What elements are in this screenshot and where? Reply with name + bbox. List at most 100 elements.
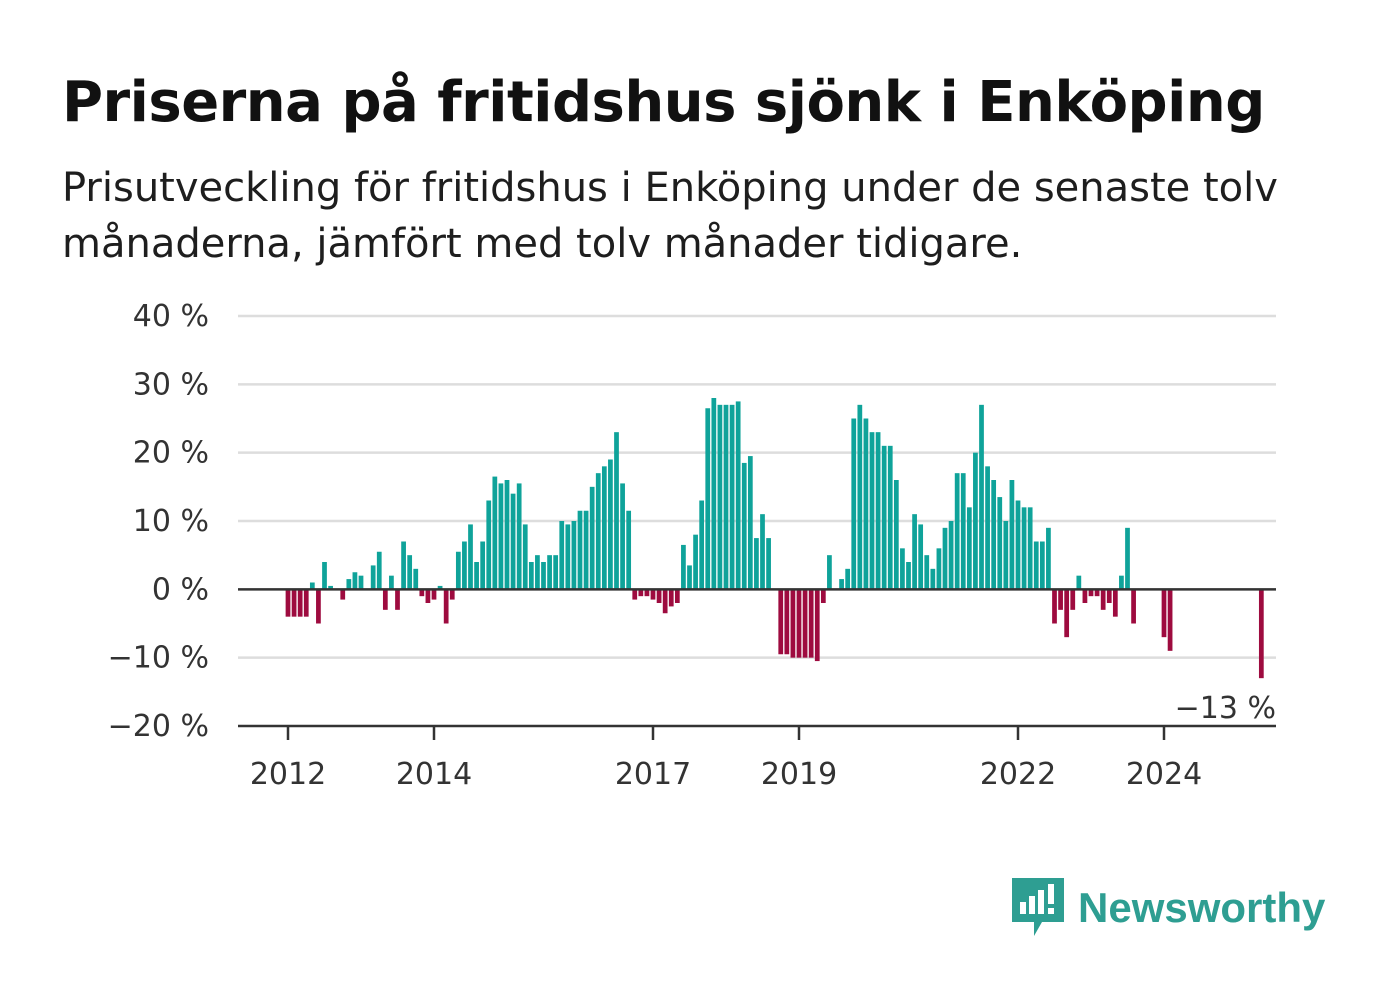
bar [492, 476, 498, 590]
x-tick-label: 2012 [250, 757, 326, 792]
bar [535, 555, 540, 590]
bar [541, 562, 546, 590]
chart-subtitle: Prisutveckling för fritidshus i Enköping… [62, 165, 1278, 267]
newsworthy-logo-icon [1012, 878, 1064, 936]
gridlines [238, 314, 1276, 659]
bar [754, 538, 759, 590]
last-value-label: −13 % [1175, 691, 1276, 726]
bar [395, 589, 400, 610]
x-tick-label: 2019 [761, 757, 837, 792]
bar [723, 404, 729, 590]
bar [1106, 589, 1112, 603]
bar [1076, 575, 1082, 590]
y-tick-label: −10 % [108, 641, 209, 676]
bar [857, 404, 863, 590]
bar [309, 582, 315, 590]
bar [960, 473, 966, 590]
bar [468, 524, 473, 590]
bar [979, 404, 984, 590]
bar [991, 480, 997, 590]
bar [735, 401, 741, 590]
bar [1021, 507, 1027, 590]
bar [425, 589, 431, 603]
bar [820, 589, 826, 603]
bar [462, 541, 467, 590]
bar [1088, 589, 1094, 597]
bar [1039, 541, 1045, 590]
bar [918, 524, 924, 590]
bar [413, 568, 419, 590]
bar [693, 534, 698, 590]
bar [358, 575, 364, 590]
chart-title: Priserna på fritidshus sjönk i Enköping [62, 70, 1265, 135]
bar [474, 562, 479, 590]
bar [1125, 527, 1130, 590]
bar [942, 527, 948, 590]
bar [1058, 589, 1063, 610]
bar [1100, 589, 1106, 610]
bar [1094, 589, 1100, 597]
bar [656, 589, 662, 603]
bar [1167, 589, 1173, 651]
bar [863, 418, 869, 590]
y-tick-label: 30 % [133, 367, 209, 402]
bar [1015, 500, 1021, 590]
bar [741, 462, 747, 590]
bar [571, 521, 577, 590]
bar [449, 589, 455, 600]
brand-name: Newsworthy [1078, 884, 1326, 931]
bar [875, 432, 881, 590]
bar [328, 585, 333, 590]
y-tick-label: 20 % [133, 436, 209, 471]
bar [747, 456, 753, 590]
bar [285, 589, 291, 617]
bar [973, 452, 978, 590]
bar [522, 524, 528, 590]
bar [930, 568, 936, 590]
bar [790, 589, 796, 658]
x-tick-label: 2024 [1126, 757, 1202, 792]
bar [681, 544, 686, 590]
bar [638, 589, 644, 597]
bars [285, 398, 1264, 679]
bar [455, 551, 461, 590]
x-tick-label: 2022 [980, 757, 1056, 792]
bar [887, 445, 893, 590]
bar [504, 480, 510, 590]
bar [985, 466, 990, 590]
bar [419, 589, 425, 597]
bar [705, 408, 711, 590]
bar [1009, 480, 1015, 590]
bar [687, 565, 692, 590]
bar [480, 541, 486, 590]
bar [717, 404, 723, 590]
bar [608, 459, 613, 590]
bar [869, 432, 875, 590]
bar [851, 418, 857, 590]
bar [784, 589, 790, 655]
bar [498, 483, 504, 590]
bar [516, 483, 522, 590]
y-tick-label: −20 % [108, 709, 209, 744]
bar [370, 565, 376, 590]
bar [796, 589, 802, 658]
bar [674, 589, 680, 603]
bar [1003, 521, 1009, 590]
bar [589, 486, 595, 590]
bar [839, 579, 844, 590]
bar [881, 445, 887, 590]
bar [802, 589, 808, 658]
bar [808, 589, 814, 658]
x-tick-label: 2014 [396, 757, 472, 792]
bar [893, 480, 899, 590]
bar [620, 483, 625, 590]
bar [340, 589, 346, 600]
bar [644, 589, 650, 597]
bar [1131, 589, 1136, 624]
bar [565, 524, 571, 590]
bar [443, 589, 449, 624]
bar [322, 562, 327, 590]
bar [291, 589, 297, 617]
bar [437, 585, 443, 590]
